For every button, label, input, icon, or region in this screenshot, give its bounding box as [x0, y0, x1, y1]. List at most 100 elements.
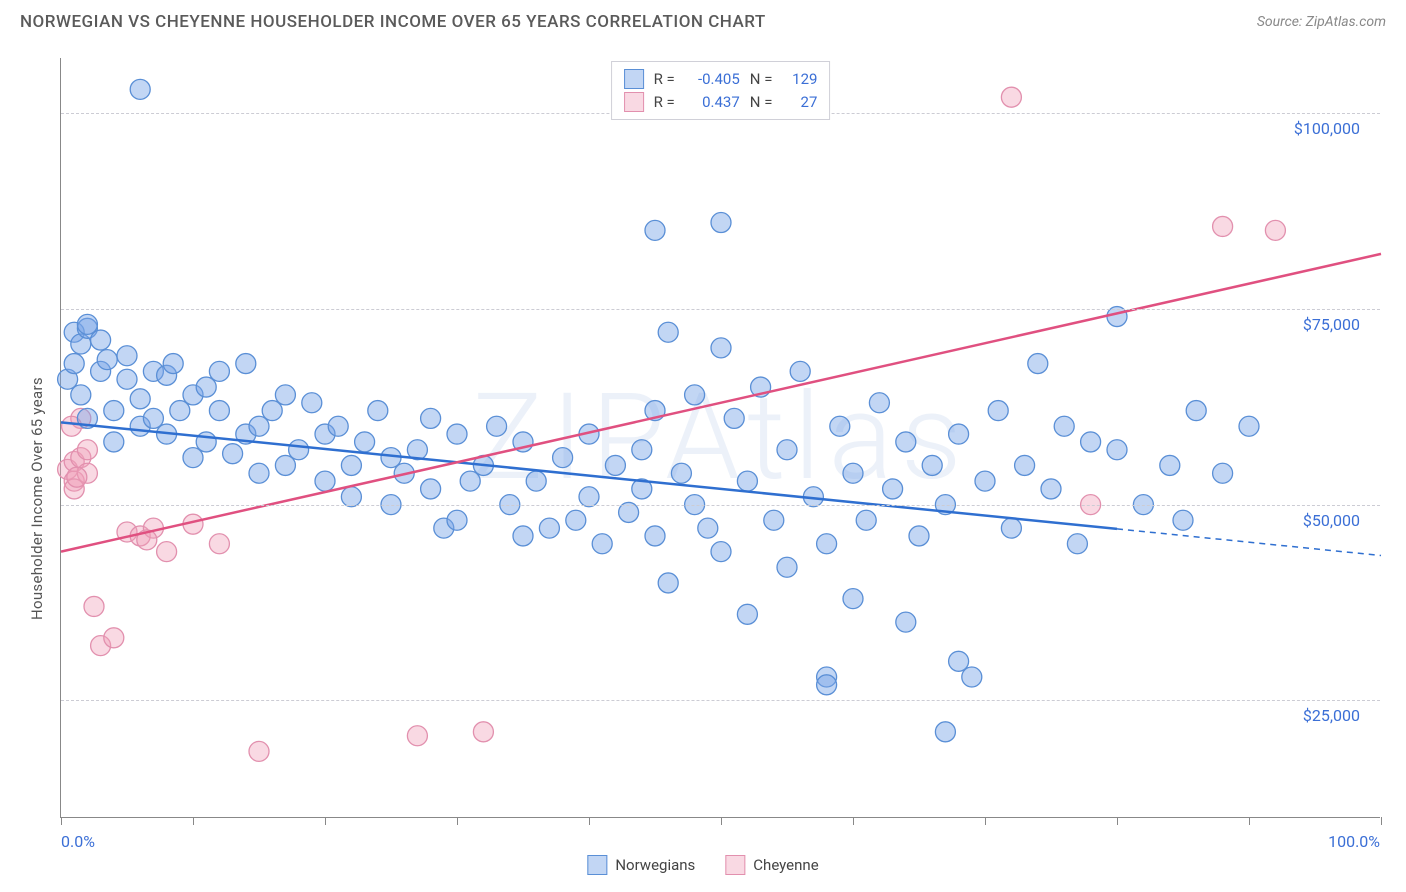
point-norwegians: [97, 350, 117, 370]
ytick-label: $50,000: [1303, 511, 1360, 530]
point-norwegians: [605, 455, 625, 475]
point-norwegians: [658, 573, 678, 593]
point-norwegians: [1239, 416, 1259, 436]
xtick: [1381, 817, 1382, 825]
xtick: [1117, 817, 1118, 825]
point-norwegians: [130, 79, 150, 99]
point-cheyenne: [473, 722, 493, 742]
point-norwegians: [117, 346, 137, 366]
point-norwegians: [896, 612, 916, 632]
point-norwegians: [817, 534, 837, 554]
point-norwegians: [922, 455, 942, 475]
point-norwegians: [236, 354, 256, 374]
point-norwegians: [975, 471, 995, 491]
point-cheyenne: [1213, 216, 1233, 236]
point-norwegians: [553, 448, 573, 468]
n-value-norwegians: 129: [782, 68, 817, 91]
point-cheyenne: [157, 542, 177, 562]
point-norwegians: [196, 432, 216, 452]
swatch-cheyenne: [624, 92, 644, 112]
point-norwegians: [1186, 401, 1206, 421]
point-norwegians: [592, 534, 612, 554]
point-cheyenne: [1265, 220, 1285, 240]
point-norwegians: [315, 471, 335, 491]
point-norwegians: [935, 722, 955, 742]
point-norwegians: [341, 455, 361, 475]
xtick: [457, 817, 458, 825]
point-norwegians: [883, 479, 903, 499]
point-norwegians: [1041, 479, 1061, 499]
y-axis-label: Householder Income Over 65 years: [28, 377, 46, 620]
xtick-label: 0.0%: [61, 832, 95, 851]
trendline-cheyenne: [61, 254, 1381, 552]
xtick-label: 100.0%: [1328, 832, 1380, 851]
xtick: [193, 817, 194, 825]
xtick: [61, 817, 62, 825]
xtick: [721, 817, 722, 825]
point-norwegians: [949, 424, 969, 444]
point-norwegians: [223, 444, 243, 464]
point-norwegians: [856, 510, 876, 530]
point-norwegians: [275, 455, 295, 475]
point-norwegians: [843, 589, 863, 609]
point-norwegians: [830, 416, 850, 436]
ytick-label: $25,000: [1303, 706, 1360, 725]
point-norwegians: [249, 463, 269, 483]
point-norwegians: [1015, 455, 1035, 475]
gridline: [61, 505, 1380, 506]
point-norwegians: [962, 667, 982, 687]
xtick: [1249, 817, 1250, 825]
point-norwegians: [988, 401, 1008, 421]
point-norwegians: [632, 440, 652, 460]
point-norwegians: [737, 471, 757, 491]
point-norwegians: [1001, 518, 1021, 538]
point-cheyenne: [407, 726, 427, 746]
point-norwegians: [896, 432, 916, 452]
point-norwegians: [645, 526, 665, 546]
point-norwegians: [790, 361, 810, 381]
point-norwegians: [91, 330, 111, 350]
xtick: [325, 817, 326, 825]
point-norwegians: [71, 385, 91, 405]
legend-label-cheyenne: Cheyenne: [753, 856, 818, 874]
legend-item-cheyenne: Cheyenne: [725, 855, 818, 875]
r-value-cheyenne: 0.437: [685, 91, 740, 114]
point-norwegians: [421, 479, 441, 499]
legend-label-norwegians: Norwegians: [615, 856, 695, 874]
xtick: [589, 817, 590, 825]
point-norwegians: [143, 408, 163, 428]
point-norwegians: [487, 416, 507, 436]
point-norwegians: [1081, 432, 1101, 452]
point-norwegians: [817, 675, 837, 695]
point-norwegians: [117, 369, 137, 389]
gridline: [61, 309, 1380, 310]
xtick: [853, 817, 854, 825]
legend-item-norwegians: Norwegians: [587, 855, 695, 875]
point-norwegians: [421, 408, 441, 428]
point-norwegians: [209, 361, 229, 381]
point-cheyenne: [77, 440, 97, 460]
point-norwegians: [183, 448, 203, 468]
trendline-norwegians-extrapolated: [1117, 529, 1381, 556]
point-norwegians: [698, 518, 718, 538]
point-norwegians: [1173, 510, 1193, 530]
chart-area: ZIPAtlas R = -0.405 N = 129 R = 0.437 N …: [60, 58, 1380, 818]
point-norwegians: [513, 526, 533, 546]
point-norwegians: [711, 542, 731, 562]
point-norwegians: [909, 526, 929, 546]
source-label: Source: ZipAtlas.com: [1257, 14, 1386, 30]
ytick-label: $75,000: [1303, 315, 1360, 334]
point-norwegians: [777, 440, 797, 460]
legend-row-norwegians: R = -0.405 N = 129: [624, 68, 818, 91]
point-norwegians: [64, 354, 84, 374]
point-norwegians: [170, 401, 190, 421]
swatch-norwegians: [624, 69, 644, 89]
point-norwegians: [869, 393, 889, 413]
point-norwegians: [289, 440, 309, 460]
legend-row-cheyenne: R = 0.437 N = 27: [624, 91, 818, 114]
point-norwegians: [724, 408, 744, 428]
point-norwegians: [302, 393, 322, 413]
plot-svg: [61, 58, 1380, 817]
point-norwegians: [539, 518, 559, 538]
correlation-legend: R = -0.405 N = 129 R = 0.437 N = 27: [611, 61, 831, 120]
